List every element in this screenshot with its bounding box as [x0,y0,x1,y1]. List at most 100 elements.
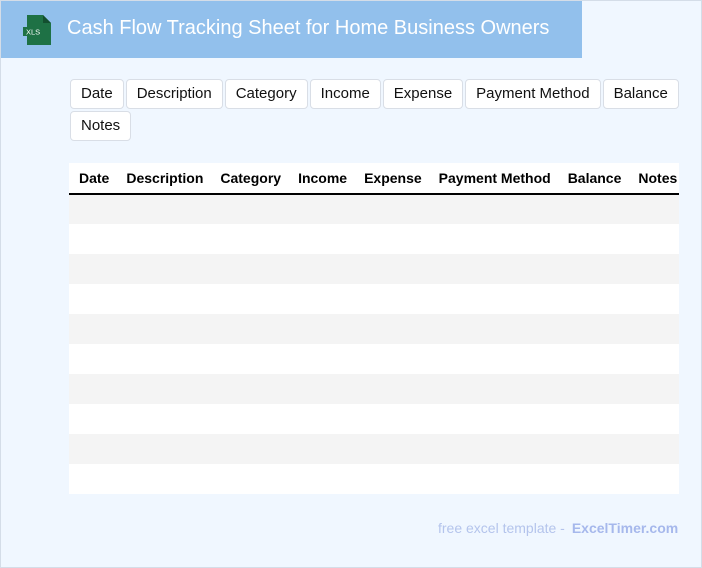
table-cell[interactable] [628,464,679,494]
table-cell[interactable] [288,284,354,314]
table-cell[interactable] [210,344,288,374]
table-cell[interactable] [429,404,558,434]
table-cell[interactable] [288,314,355,344]
chip-description[interactable]: Description [125,79,223,109]
table-cell[interactable] [628,284,679,314]
brand-link[interactable]: ExcelTimer.com [571,520,679,536]
table-cell[interactable] [116,404,210,434]
table-cell[interactable] [116,464,210,494]
table-cell[interactable] [210,464,288,494]
table-cell[interactable] [210,284,288,314]
table-cell[interactable] [69,284,116,314]
table-cell[interactable] [116,374,211,404]
column-chips: Date Description Category Income Expense Paym… [70,79,682,141]
table-cell[interactable] [557,254,629,284]
table-row [69,404,679,434]
table-cell[interactable] [429,344,558,374]
table-cell[interactable] [428,194,558,224]
chip-balance[interactable]: Balance [602,79,679,109]
table-cell[interactable] [69,434,117,464]
table-cell[interactable] [628,314,679,344]
table-cell[interactable] [628,434,679,464]
table-cell[interactable] [288,254,355,284]
table-cell[interactable] [428,374,558,404]
table-cell[interactable] [69,314,117,344]
table-cell[interactable] [428,254,558,284]
table-cell[interactable] [558,284,629,314]
chip-notes[interactable]: Notes [70,111,132,141]
table-cell[interactable] [628,374,679,404]
table-cell[interactable] [628,194,679,224]
table-cell[interactable] [288,344,354,374]
table-cell[interactable] [116,254,211,284]
table-cell[interactable] [354,314,429,344]
table-cell[interactable] [288,464,354,494]
table-cell[interactable] [288,224,354,254]
table-row [69,224,679,254]
column-header: Notes [628,163,679,195]
table-cell[interactable] [116,194,211,224]
table-cell[interactable] [628,404,679,434]
table-cell[interactable] [354,284,429,314]
column-header: Income [288,163,355,195]
table-cell[interactable] [69,404,116,434]
table-cell[interactable] [558,404,629,434]
table-cell[interactable] [557,314,629,344]
table-cell[interactable] [210,224,288,254]
table-cell[interactable] [116,434,211,464]
table-cell[interactable] [69,344,116,374]
table-cell[interactable] [69,224,116,254]
chip-expense[interactable]: Expense [382,79,464,109]
table-cell[interactable] [354,224,429,254]
table-cell[interactable] [354,344,429,374]
table-cell[interactable] [288,194,355,224]
table-cell[interactable] [210,194,289,224]
table-cell[interactable] [69,464,116,494]
table-cell[interactable] [354,464,429,494]
svg-text:XLS: XLS [26,28,40,37]
table-cell[interactable] [116,224,210,254]
table-cell[interactable] [558,464,629,494]
table-cell[interactable] [210,404,288,434]
table-cell[interactable] [210,254,289,284]
table-cell[interactable] [354,194,429,224]
table-cell[interactable] [558,344,629,374]
table-cell[interactable] [116,314,211,344]
table-cell[interactable] [288,404,354,434]
table-cell[interactable] [429,284,558,314]
table-cell[interactable] [116,284,210,314]
chip-payment-method[interactable]: Payment Method [465,79,601,109]
table-cell[interactable] [288,374,355,404]
table-cell[interactable] [116,344,210,374]
table-cell[interactable] [428,434,558,464]
chip-category[interactable]: Category [224,79,308,109]
table-cell[interactable] [354,254,429,284]
table-cell[interactable] [558,224,629,254]
table-cell[interactable] [210,434,289,464]
table-cell[interactable] [557,194,629,224]
table-cell[interactable] [557,434,629,464]
table-cell[interactable] [210,374,289,404]
table-cell[interactable] [354,404,429,434]
table-cell[interactable] [69,194,117,224]
page-title: Cash Flow Tracking Sheet for Home Busine… [67,17,550,39]
table-row [69,194,679,224]
table-cell[interactable] [428,314,558,344]
column-header: Payment Method [428,163,558,195]
table-cell[interactable] [354,434,429,464]
table-cell[interactable] [557,374,629,404]
column-header: Description [116,163,211,195]
xls-file-icon: XLS [23,15,51,45]
table-cell[interactable] [210,314,289,344]
table-cell[interactable] [288,434,355,464]
table-cell[interactable] [628,254,679,284]
chip-income[interactable]: Income [309,79,381,109]
table-cell[interactable] [628,224,679,254]
table-cell[interactable] [429,224,558,254]
table-cell[interactable] [354,374,429,404]
table-cell[interactable] [628,344,679,374]
table-cell[interactable] [69,374,117,404]
table-cell[interactable] [429,464,558,494]
table-cell[interactable] [69,254,117,284]
chip-date[interactable]: Date [70,79,124,109]
